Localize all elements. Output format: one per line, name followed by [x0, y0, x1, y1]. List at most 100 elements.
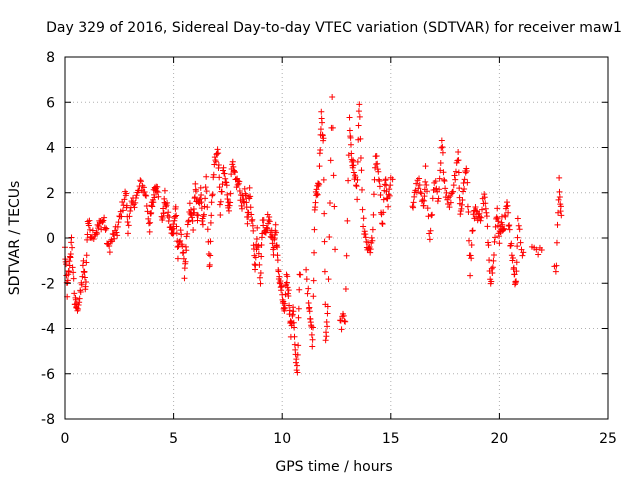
data-point: [220, 167, 227, 174]
data-point: [496, 233, 503, 240]
data-point: [250, 227, 257, 234]
data-point: [77, 288, 84, 295]
data-point: [459, 197, 466, 204]
data-point: [380, 209, 387, 216]
data-point: [132, 195, 139, 202]
data-point: [557, 203, 564, 210]
data-point: [520, 249, 527, 256]
data-point: [173, 230, 180, 237]
y-tick-label: 2: [46, 186, 55, 202]
data-point: [389, 176, 396, 183]
data-point: [354, 176, 361, 183]
data-point: [227, 199, 234, 206]
data-point: [553, 239, 560, 246]
data-point: [249, 216, 256, 223]
data-point: [193, 188, 200, 195]
data-point: [204, 204, 211, 211]
data-point: [441, 178, 448, 185]
data-point: [248, 211, 255, 218]
data-point: [438, 137, 445, 144]
data-point: [235, 178, 242, 185]
data-point: [317, 126, 324, 133]
data-point: [208, 199, 215, 206]
data-point: [237, 197, 244, 204]
data-point: [316, 163, 323, 170]
data-point: [155, 193, 162, 200]
data-point: [258, 253, 265, 260]
data-point: [456, 185, 463, 192]
data-point: [309, 343, 316, 350]
data-point: [344, 217, 351, 224]
data-point: [174, 255, 181, 262]
data-point: [481, 191, 488, 198]
data-point: [103, 225, 110, 232]
data-point: [276, 273, 283, 280]
y-tick-label: -4: [41, 322, 55, 338]
data-point: [358, 167, 365, 174]
data-point: [330, 172, 337, 179]
data-point: [515, 222, 522, 229]
data-point: [172, 213, 179, 220]
data-point: [553, 262, 560, 269]
y-tick-label: 4: [46, 141, 55, 157]
data-point: [450, 188, 457, 195]
data-point: [445, 194, 452, 201]
data-point: [359, 206, 366, 213]
data-point: [84, 236, 91, 243]
data-point: [381, 181, 388, 188]
data-point: [148, 209, 155, 216]
data-point: [184, 230, 191, 237]
data-point: [79, 262, 86, 269]
data-point: [468, 241, 475, 248]
data-point: [465, 208, 472, 215]
data-point: [170, 221, 177, 228]
data-point: [81, 274, 88, 281]
data-point: [182, 258, 189, 265]
data-point: [482, 200, 489, 207]
data-point: [192, 180, 199, 187]
data-point: [86, 226, 93, 233]
data-point: [309, 336, 316, 343]
data-point: [70, 269, 77, 276]
data-point: [137, 177, 144, 184]
data-point: [67, 251, 74, 258]
data-point: [95, 223, 102, 230]
data-point: [63, 261, 70, 268]
data-point: [451, 172, 458, 179]
data-point: [231, 168, 238, 175]
data-point: [141, 189, 148, 196]
data-point: [247, 193, 254, 200]
data-point: [513, 268, 520, 275]
data-point: [142, 192, 149, 199]
data-point: [71, 290, 78, 297]
data-point: [158, 213, 165, 220]
data-point: [422, 178, 429, 185]
data-point: [354, 196, 361, 203]
data-point: [368, 234, 375, 241]
data-point: [309, 324, 316, 331]
data-point: [216, 174, 223, 181]
axes-ticks: 0 5 10 15 20 25 -8 -6 -4 -2 0 2 4 6 8: [41, 50, 617, 447]
data-point: [355, 122, 362, 129]
data-point: [355, 108, 362, 115]
data-point: [510, 264, 517, 271]
data-point: [218, 188, 225, 195]
data-point: [439, 149, 446, 156]
data-point: [127, 207, 134, 214]
x-tick-label: 10: [273, 431, 291, 447]
data-point: [214, 146, 221, 153]
data-point: [426, 230, 433, 237]
data-point: [143, 192, 150, 199]
data-point: [379, 220, 386, 227]
data-point: [297, 271, 304, 278]
data-point: [260, 222, 267, 229]
data-point: [446, 204, 453, 211]
data-point: [347, 141, 354, 148]
data-point: [311, 226, 318, 233]
data-point: [491, 238, 498, 245]
data-point: [362, 231, 369, 238]
data-point: [257, 270, 264, 277]
data-point: [69, 264, 76, 271]
data-point: [538, 246, 545, 253]
